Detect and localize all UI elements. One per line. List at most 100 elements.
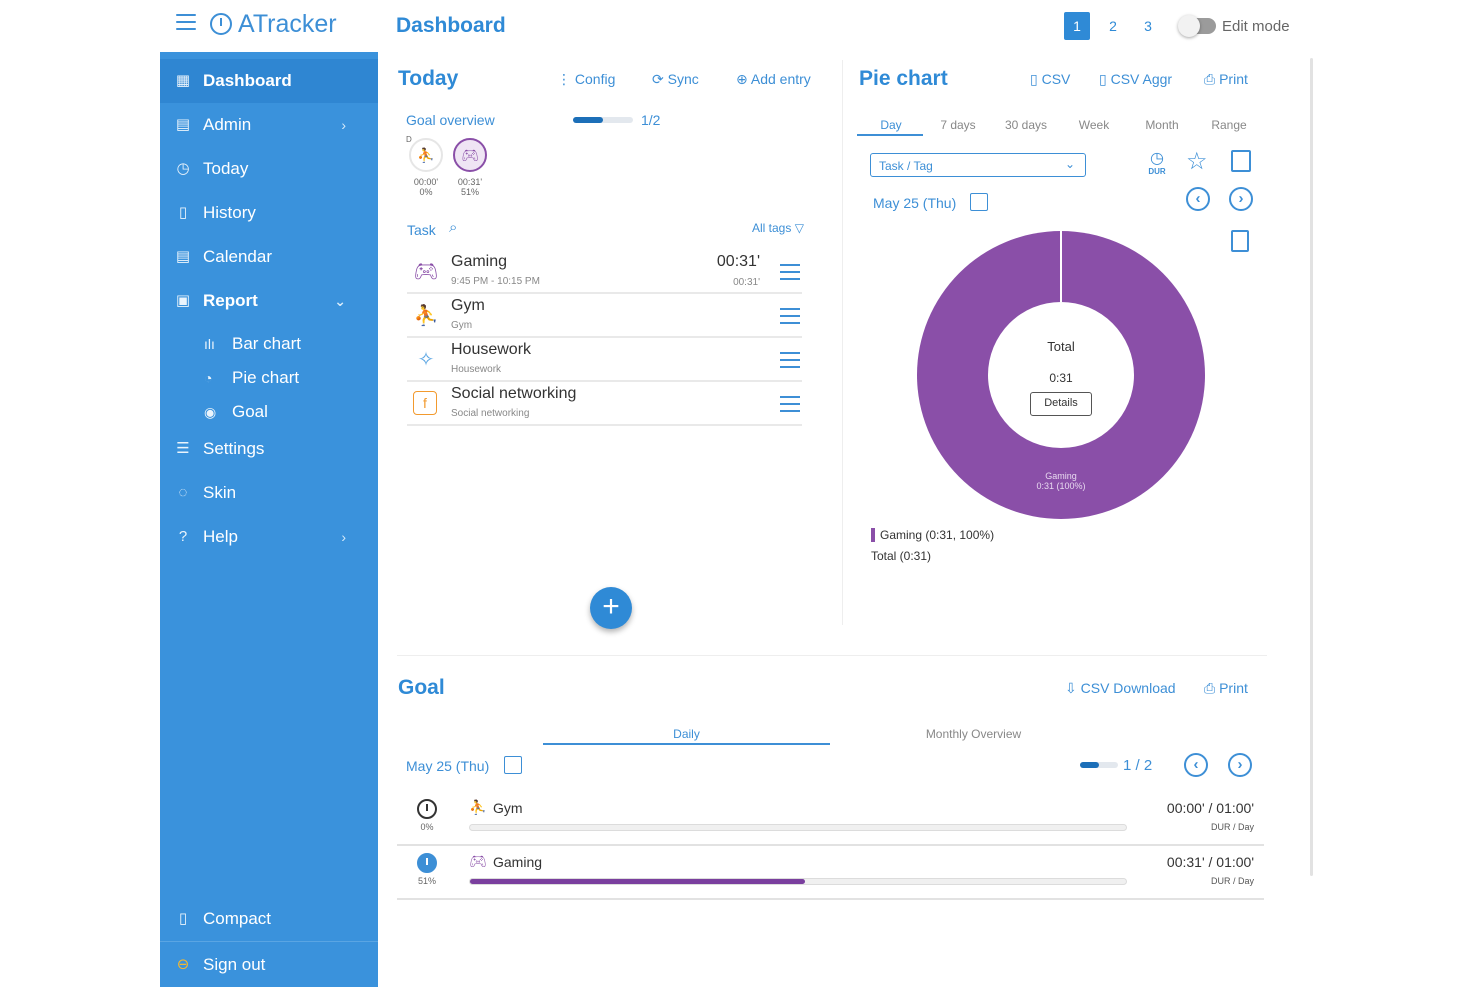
goal-overview-progress-fill (573, 117, 603, 123)
task-row-housework[interactable]: ✧ Housework Housework (407, 338, 802, 382)
sidebar-subitem-goal[interactable]: ◉ Goal (160, 395, 378, 429)
edit-mode-toggle[interactable] (1178, 15, 1216, 37)
sidebar-item-admin[interactable]: ▤ Admin › (160, 103, 378, 147)
gamepad-icon: 🎮︎ (469, 853, 487, 869)
goal-row-progress (469, 824, 1127, 831)
prev-day-button[interactable]: ‹ (1186, 187, 1210, 211)
search-icon[interactable]: ⌕ (449, 219, 458, 236)
goal-overview-count: 1/2 (641, 112, 661, 128)
chevron-down-icon: ⌄ (1064, 157, 1075, 171)
goal-pct: 51% (460, 187, 479, 197)
page-button-3[interactable]: 3 (1144, 18, 1152, 34)
chevron-right-icon: › (341, 529, 346, 545)
pie-center-hole (988, 302, 1134, 448)
pie-slice-value: 0:31 (100%) (1036, 481, 1086, 491)
calendar-icon[interactable] (970, 193, 988, 211)
duration-button[interactable]: ◷ DUR (1146, 151, 1168, 177)
chevron-right-icon: › (1238, 190, 1244, 207)
goal-print-button[interactable]: ⎙ Print (1204, 680, 1248, 697)
sidebar-item-help[interactable]: ? Help › (160, 515, 378, 559)
task-row-gaming[interactable]: 🎮︎ Gaming 9:45 PM - 10:15 PM 00:31' 00:3… (407, 250, 802, 294)
tab-range[interactable]: Range (1211, 118, 1247, 132)
sync-button[interactable]: ⟳ Sync (652, 71, 699, 88)
gamepad-icon: 🎮︎ (413, 261, 439, 283)
sidebar-item-label: Goal (232, 402, 268, 421)
clock-icon: ◷ (176, 160, 190, 177)
next-day-button[interactable]: › (1229, 187, 1253, 211)
star-icon[interactable]: ☆ (1186, 148, 1208, 175)
sidebar-item-report[interactable]: ▣ Report ⌄ (160, 279, 378, 323)
add-entry-button[interactable]: ⊕ Add entry (736, 71, 811, 88)
task-name: Gym (451, 297, 485, 314)
sidebar-item-compact[interactable]: ▯ Compact (160, 897, 378, 941)
sidebar-item-skin[interactable]: ◌ Skin (160, 471, 378, 515)
drag-handle-icon[interactable] (780, 308, 800, 324)
drag-handle-icon[interactable] (780, 264, 800, 280)
goal-progress-text: 1 / 2 (1123, 757, 1153, 774)
task-subtitle: Social networking (451, 408, 530, 419)
tab-7-days[interactable]: 7 days (940, 118, 976, 132)
tab-30-days[interactable]: 30 days (1004, 118, 1048, 132)
sidebar-item-label: Admin (203, 115, 252, 134)
goal-overview-progress (573, 117, 633, 123)
group-by-select[interactable]: Task / Tag ⌄ (870, 153, 1086, 177)
sidebar-item-label: Settings (203, 439, 265, 458)
tab-month[interactable]: Month (1145, 118, 1179, 132)
calendar-icon[interactable] (504, 756, 522, 774)
pie-date: May 25 (Thu) (873, 195, 957, 211)
page-button-2[interactable]: 2 (1109, 18, 1117, 34)
sidebar-item-label: Report (203, 291, 258, 310)
social-network-icon: f (413, 391, 437, 415)
task-row-social-networking[interactable]: f Social networking Social networking (407, 382, 802, 426)
hamburger-menu-icon[interactable] (176, 14, 196, 32)
sidebar-subitem-bar-chart[interactable]: ılı Bar chart (160, 327, 378, 361)
tab-day[interactable]: Day (880, 118, 902, 132)
sidebar-divider (160, 941, 378, 942)
csv-button[interactable]: ▯ CSV (1030, 71, 1070, 88)
tab-daily[interactable]: Daily (673, 727, 700, 741)
drag-handle-icon[interactable] (780, 396, 800, 412)
print-label: Print (1219, 71, 1248, 87)
bar-chart-icon: ılı (204, 336, 215, 352)
goal-row-gym[interactable]: 0% ⛹ Gym 00:00' / 01:00' DUR / Day (397, 794, 1264, 846)
tab-week[interactable]: Week (1078, 118, 1110, 132)
print-button[interactable]: ⎙ Print (1204, 71, 1248, 88)
sidebar-item-label: Compact (203, 909, 272, 928)
goal-ring-gym[interactable]: ⛹ (409, 138, 443, 172)
report-icon: ▣ (175, 292, 191, 309)
dur-label: DUR (1148, 167, 1166, 176)
goal-row-value: 00:00' / 01:00' (1166, 800, 1254, 816)
goal-ring-gaming[interactable]: 🎮︎ (453, 138, 487, 172)
scrollbar[interactable] (1310, 58, 1313, 876)
clock-icon (417, 853, 437, 873)
goal-row-gaming[interactable]: 51% 🎮︎ Gaming 00:31' / 01:00' DUR / Day (397, 848, 1264, 900)
goal-next-button[interactable]: › (1228, 753, 1252, 777)
sidebar-item-today[interactable]: ◷ Today (160, 147, 378, 191)
goal-time: 00:00' (413, 177, 439, 187)
task-name: Housework (451, 341, 532, 358)
sidebar-item-dashboard[interactable]: ▦ Dashboard (160, 59, 378, 103)
task-row-gym[interactable]: ⛹ Gym Gym (407, 294, 802, 338)
bookmark-icon[interactable] (1231, 150, 1251, 172)
today-title: Today (398, 67, 459, 90)
legend-swatch (871, 528, 875, 542)
tab-monthly-overview[interactable]: Monthly Overview (925, 727, 1022, 741)
pie-chart-icon: ◔ (204, 370, 213, 386)
clipboard-icon[interactable] (1231, 230, 1249, 252)
sliders-icon: ☰ (176, 440, 190, 457)
details-button[interactable]: Details (1030, 392, 1092, 416)
csv-download-button[interactable]: ⇩ CSV Download (1065, 680, 1176, 697)
sidebar-item-sign-out[interactable]: ⊖ Sign out (160, 943, 378, 987)
sidebar-item-calendar[interactable]: ▤ Calendar (160, 235, 378, 279)
config-button[interactable]: ⋮ Config (557, 71, 615, 88)
all-tags-filter[interactable]: All tags ▽ (752, 221, 804, 235)
goal-prev-button[interactable]: ‹ (1184, 753, 1208, 777)
page-button-1[interactable]: 1 (1064, 12, 1090, 40)
sidebar-subitem-pie-chart[interactable]: ◔ Pie chart (160, 361, 378, 395)
sidebar-item-history[interactable]: ▯ History (160, 191, 378, 235)
goal-day-marker: D (406, 135, 412, 144)
drag-handle-icon[interactable] (780, 352, 800, 368)
add-fab-button[interactable]: + (590, 587, 632, 629)
sidebar-item-settings[interactable]: ☰ Settings (160, 427, 378, 471)
csv-aggr-button[interactable]: ▯ CSV Aggr (1099, 71, 1172, 88)
